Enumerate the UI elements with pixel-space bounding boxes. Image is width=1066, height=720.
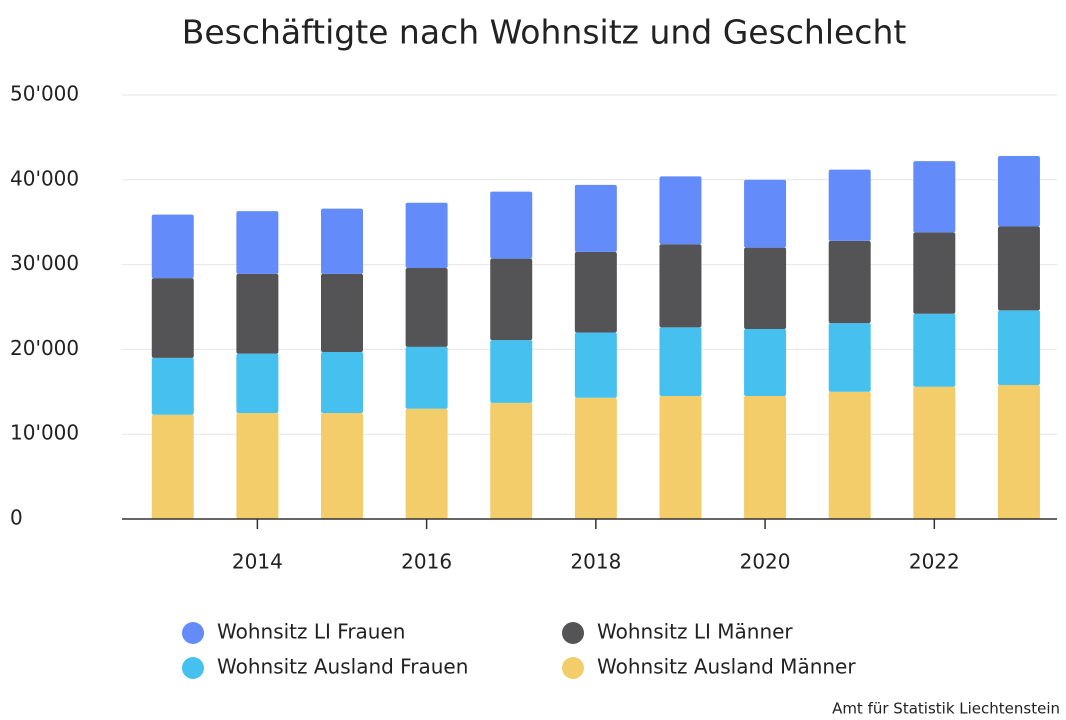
bar-segment bbox=[913, 313, 956, 387]
bar-segment bbox=[997, 385, 1040, 519]
bar-segment bbox=[744, 247, 787, 330]
legend-marker bbox=[182, 657, 204, 679]
bar-segment bbox=[913, 386, 956, 519]
bar-segment bbox=[913, 161, 956, 233]
legend-marker bbox=[182, 622, 204, 644]
x-tick-label: 2016 bbox=[401, 550, 452, 574]
bar-segment bbox=[744, 179, 787, 248]
bar-segment bbox=[490, 340, 533, 403]
bar-segment bbox=[744, 396, 787, 519]
bar-segment bbox=[236, 353, 279, 413]
y-tick-label: 20'000 bbox=[10, 336, 79, 360]
x-tick-label: 2022 bbox=[909, 550, 960, 574]
bar-segment bbox=[321, 351, 363, 413]
bar-segment bbox=[405, 408, 448, 519]
legend-label: Wohnsitz Ausland Männer bbox=[597, 655, 856, 679]
y-tick-label: 50'000 bbox=[10, 82, 79, 106]
bar-segment bbox=[574, 332, 617, 398]
bar-segment bbox=[151, 214, 194, 279]
bar-segment bbox=[151, 414, 194, 519]
legend-marker bbox=[562, 622, 584, 644]
bar-segment bbox=[659, 327, 702, 397]
bar-segment bbox=[405, 267, 448, 347]
legend-label: Wohnsitz LI Männer bbox=[597, 620, 793, 644]
bar-segment bbox=[574, 397, 617, 519]
legend-label: Wohnsitz Ausland Frauen bbox=[217, 655, 468, 679]
y-tick-label: 40'000 bbox=[10, 166, 79, 190]
source: Amt für Statistik Liechtenstein bbox=[832, 700, 1060, 718]
bar-segment bbox=[490, 402, 533, 519]
bar-segment bbox=[405, 346, 448, 409]
x-tick-label: 2014 bbox=[232, 550, 283, 574]
bar-segment bbox=[321, 413, 363, 519]
bar-segment bbox=[151, 357, 194, 415]
bar-segment bbox=[405, 202, 448, 268]
x-tick-label: 2020 bbox=[740, 550, 791, 574]
legend-marker bbox=[562, 657, 584, 679]
bar-segment bbox=[997, 310, 1040, 386]
bar-segment bbox=[236, 211, 279, 274]
bar-segment bbox=[321, 208, 363, 274]
bar-segment bbox=[490, 258, 533, 341]
bar-segment bbox=[828, 391, 871, 519]
bar-segment bbox=[236, 413, 279, 519]
bar-segment bbox=[659, 176, 702, 245]
bar-segment bbox=[997, 226, 1040, 311]
bar-segment bbox=[828, 240, 871, 324]
y-tick-label: 0 bbox=[10, 506, 23, 530]
y-tick-label: 10'000 bbox=[10, 421, 79, 445]
bar-segment bbox=[828, 169, 871, 241]
y-tick-label: 30'000 bbox=[10, 251, 79, 275]
bar-segment bbox=[151, 278, 194, 358]
bar-segment bbox=[490, 191, 533, 259]
bar-segment bbox=[321, 273, 363, 352]
bar-segment bbox=[574, 184, 617, 252]
bar-segment bbox=[574, 251, 617, 333]
bar-segment bbox=[659, 244, 702, 328]
bar-segment bbox=[659, 396, 702, 519]
chart-title: Beschäftigte nach Wohnsitz und Geschlech… bbox=[182, 13, 907, 52]
bar-segment bbox=[997, 156, 1040, 227]
legend-label: Wohnsitz LI Frauen bbox=[217, 620, 405, 644]
bar-segment bbox=[913, 232, 956, 314]
bar-segment bbox=[744, 329, 787, 397]
bar-segment bbox=[828, 323, 871, 392]
x-tick-label: 2018 bbox=[570, 550, 621, 574]
bar-segment bbox=[236, 273, 279, 354]
